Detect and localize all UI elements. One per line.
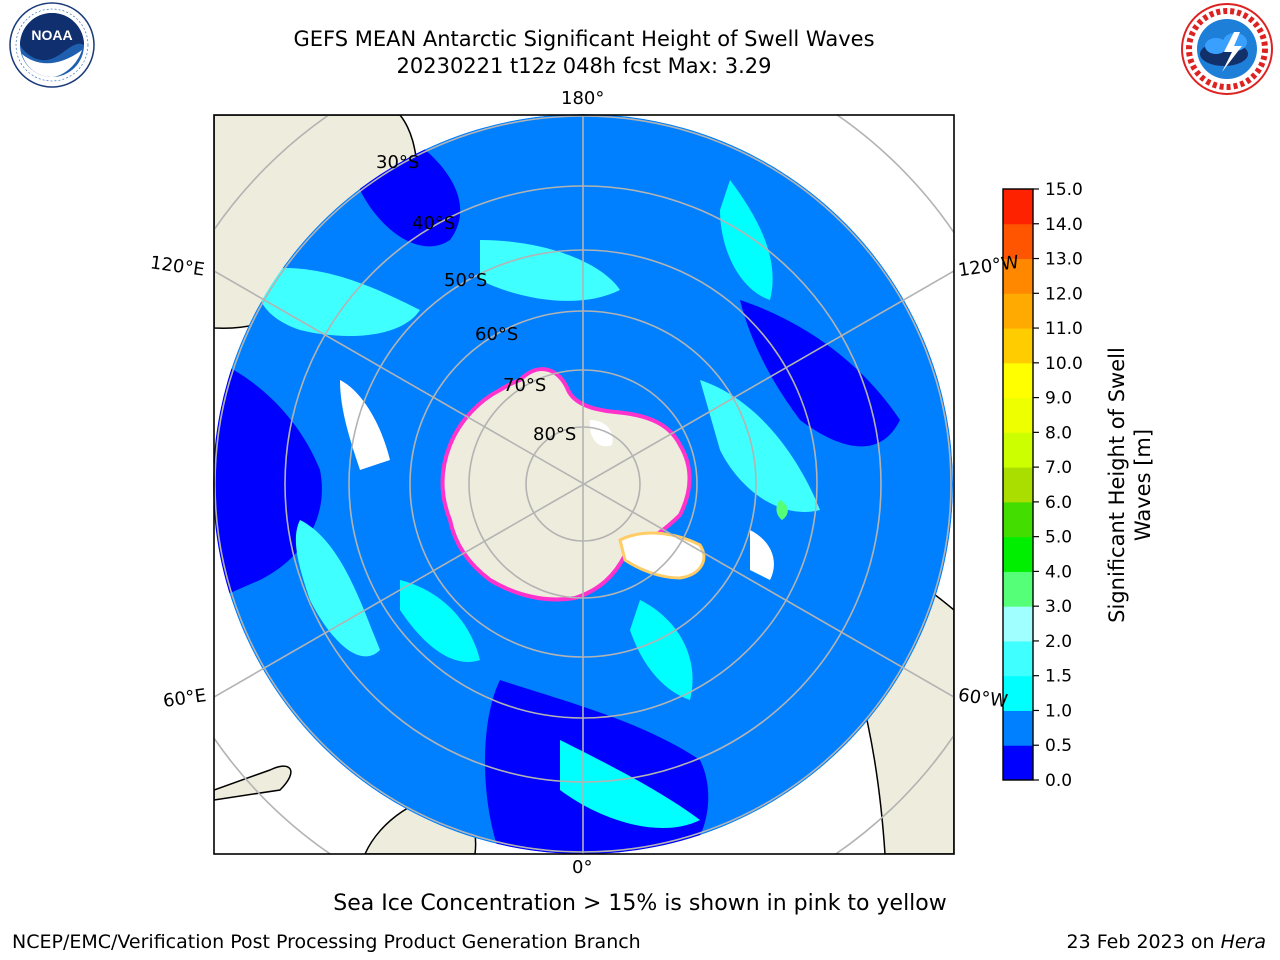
colorbar-segment bbox=[1003, 501, 1033, 538]
lat-label-40s: 40°S bbox=[412, 213, 456, 234]
map-subtitle: 20230221 t12z 048h fcst Max: 3.29 bbox=[396, 54, 772, 78]
colorbar-tick-label: 11.0 bbox=[1045, 319, 1083, 339]
colorbar-segment bbox=[1003, 258, 1033, 294]
colorbar-segment bbox=[1003, 606, 1033, 642]
colorbar-segment bbox=[1003, 571, 1033, 607]
colorbar-tick-label: 7.0 bbox=[1045, 458, 1072, 478]
colorbar-tick-label: 13.0 bbox=[1045, 250, 1083, 270]
lat-label-80s: 80°S bbox=[533, 424, 577, 445]
colorbar-tick-label: 5.0 bbox=[1045, 528, 1072, 548]
map-frame bbox=[213, 114, 955, 855]
colorbar-tick-label: 15.0 bbox=[1045, 180, 1083, 200]
colorbar-tick-label: 2.0 bbox=[1045, 632, 1072, 652]
date-text: 23 Feb 2023 on bbox=[1066, 931, 1215, 953]
colorbar-segment bbox=[1003, 745, 1033, 781]
colorbar-segment bbox=[1003, 432, 1033, 468]
lon-label-180: 180° bbox=[561, 88, 605, 109]
noaa-logo-icon: NOAA bbox=[9, 2, 95, 88]
colorbar-segment bbox=[1003, 223, 1033, 260]
colorbar-tick-label: 12.0 bbox=[1045, 284, 1083, 304]
colorbar-segment bbox=[1003, 362, 1033, 399]
lat-label-30s: 30°S bbox=[376, 152, 420, 173]
map-title: GEFS MEAN Antarctic Significant Height o… bbox=[293, 27, 875, 51]
colorbar-segment bbox=[1003, 189, 1033, 225]
graticule bbox=[214, 115, 954, 854]
date-stamp: 23 Feb 2023 on Hera bbox=[1067, 931, 1266, 953]
lat-label-50s: 50°S bbox=[444, 270, 488, 291]
colorbar-segment bbox=[1003, 640, 1033, 677]
colorbar-tick-label: 1.5 bbox=[1045, 667, 1072, 687]
colorbar-tick-label: 4.0 bbox=[1045, 562, 1072, 582]
lat-label-60s: 60°S bbox=[475, 324, 519, 345]
colorbar: 0.0 0.5 1.0 1.5 2.0 3.0 4.0 5.0 6.0 7.0 8.0 9.0 10.0… bbox=[1002, 180, 1083, 791]
sea-ice-note: Sea Ice Concentration > 15% is shown in … bbox=[333, 891, 947, 916]
svg-text:NOAA: NOAA bbox=[31, 27, 72, 43]
nws-logo-icon bbox=[1181, 3, 1273, 95]
colorbar-label: Significant Height of Swell Waves [m] bbox=[1105, 347, 1155, 623]
colorbar-tick-label: 3.0 bbox=[1045, 597, 1072, 617]
colorbar-segment bbox=[1003, 397, 1033, 433]
colorbar-tick-label: 0.0 bbox=[1045, 771, 1072, 791]
colorbar-tick-label: 1.0 bbox=[1045, 701, 1072, 721]
colorbar-segment bbox=[1003, 467, 1033, 503]
colorbar-tick-label: 6.0 bbox=[1045, 493, 1072, 513]
colorbar-segment bbox=[1003, 328, 1033, 364]
colorbar-tick-label: 10.0 bbox=[1045, 354, 1083, 374]
colorbar-segment bbox=[1003, 293, 1033, 329]
colorbar-tick-label: 8.0 bbox=[1045, 423, 1072, 443]
credit-text: NCEP/EMC/Verification Post Processing Pr… bbox=[12, 931, 641, 953]
lat-label-70s: 70°S bbox=[503, 375, 547, 396]
colorbar-segment bbox=[1003, 536, 1033, 572]
host-name: Hera bbox=[1220, 931, 1266, 953]
lon-label-0: 0° bbox=[572, 857, 593, 878]
colorbar-segment bbox=[1003, 710, 1033, 746]
colorbar-frame bbox=[1002, 188, 1034, 781]
colorbar-segment bbox=[1003, 675, 1033, 711]
colorbar-tick-label: 9.0 bbox=[1045, 389, 1072, 409]
colorbar-tick-label: 0.5 bbox=[1045, 736, 1072, 756]
colorbar-tick-label: 14.0 bbox=[1045, 215, 1083, 235]
antarctica-land bbox=[440, 367, 706, 602]
